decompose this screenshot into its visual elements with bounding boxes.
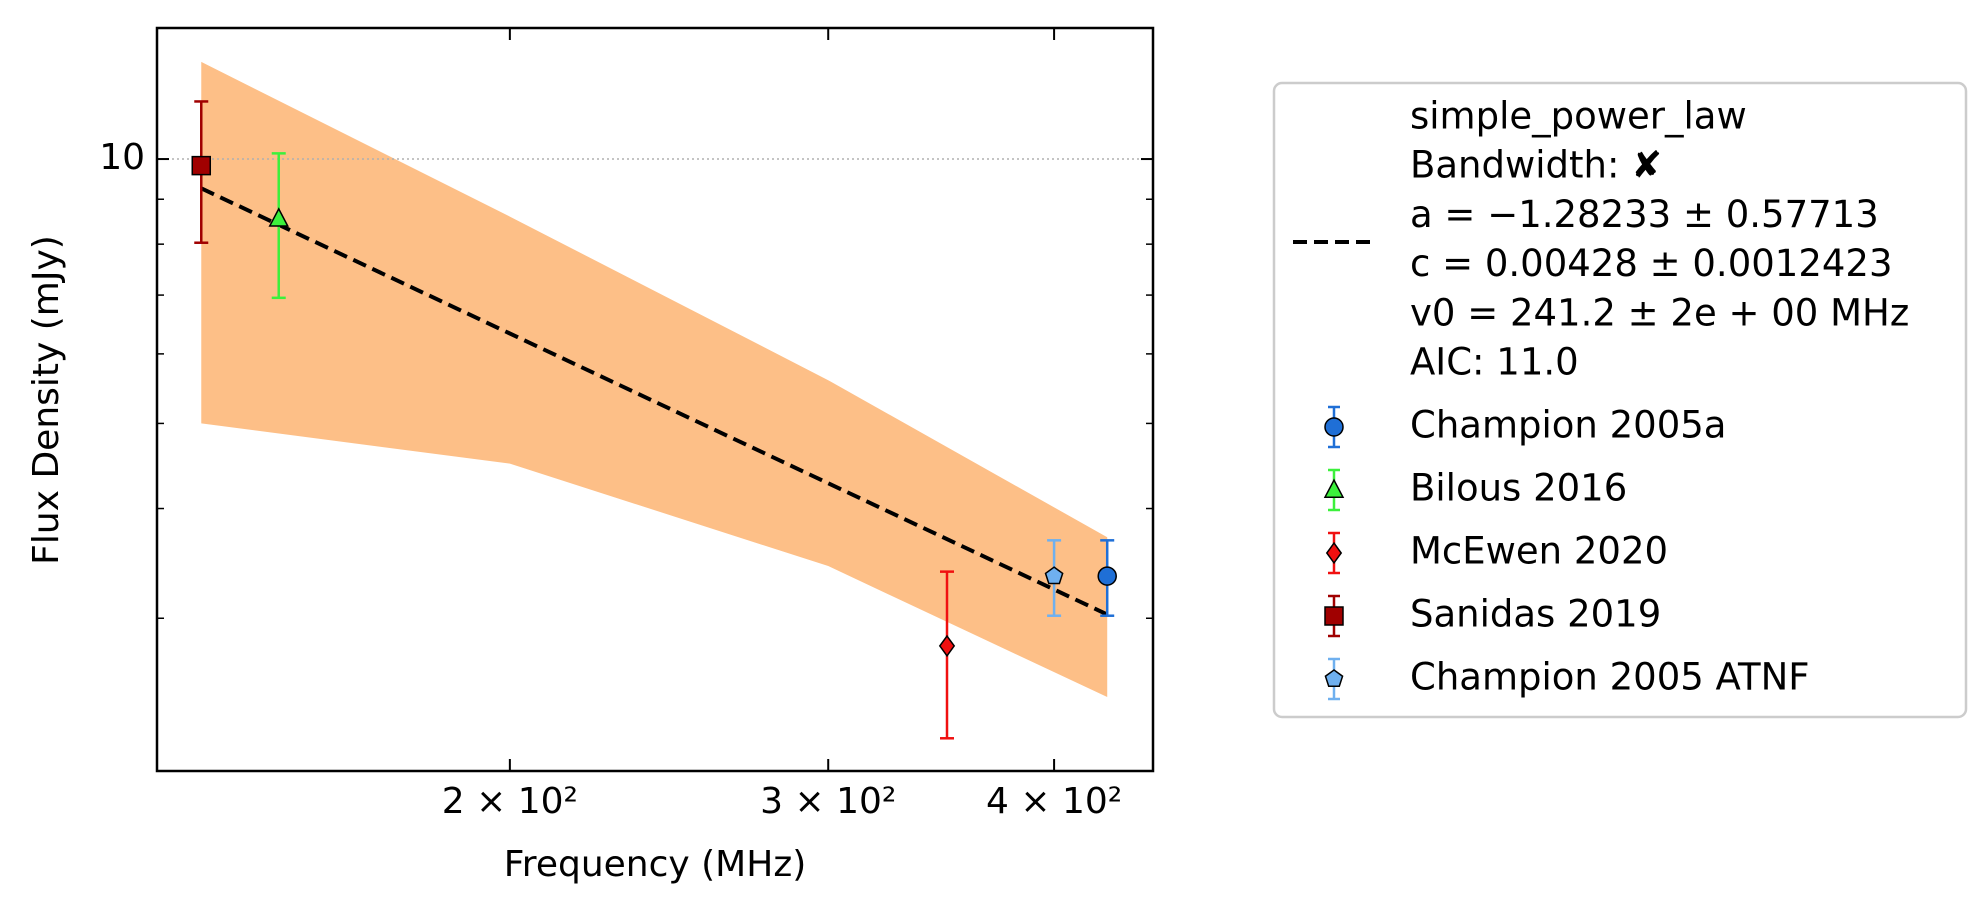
legend-marker [1324,606,1344,626]
legend-label: McEwen 2020 [1410,530,1668,573]
data-point [1097,566,1117,586]
legend-box [1272,81,1968,719]
legend-marker [1323,478,1345,498]
legend-fit-label: Bandwidth: ✘ [1410,144,1662,187]
x-tick-label: 4 × 10² [986,781,1122,822]
legend-fit-label: a = −1.28233 ± 0.57713 [1410,193,1879,236]
legend-marker [1325,541,1343,565]
confidence-band [201,61,1108,698]
y-axis-label: Flux Density (mJy) [26,235,67,565]
legend-fit-label: c = 0.00428 ± 0.0012423 [1410,242,1892,285]
legend: simple_power_law Bandwidth: ✘ a = −1.28233… [1272,81,1968,719]
legend-fit-label: AIC: 11.0 [1410,341,1579,384]
data-point [191,155,212,176]
plot-frame [155,26,1155,773]
data-point [268,207,289,227]
y-tick-label: 10 [99,137,145,178]
x-axis-label: Frequency (MHz) [504,844,807,885]
x-tick-label: 3 × 10² [760,781,896,822]
legend-fit-label: v0 = 241.2 ± 2e + 00 MHz [1410,291,1909,334]
data-point [1044,566,1064,585]
legend-label: Sanidas 2019 [1410,593,1661,636]
legend-marker [1324,417,1344,437]
legend-fit-label: simple_power_law [1410,95,1747,138]
x-tick-label: 2 × 10² [442,781,578,822]
data-point [938,634,956,658]
legend-label: Champion 2005 ATNF [1410,656,1810,699]
legend-label: Bilous 2016 [1410,467,1627,510]
legend-marker [1324,669,1344,688]
legend-label: Champion 2005a [1410,404,1726,447]
